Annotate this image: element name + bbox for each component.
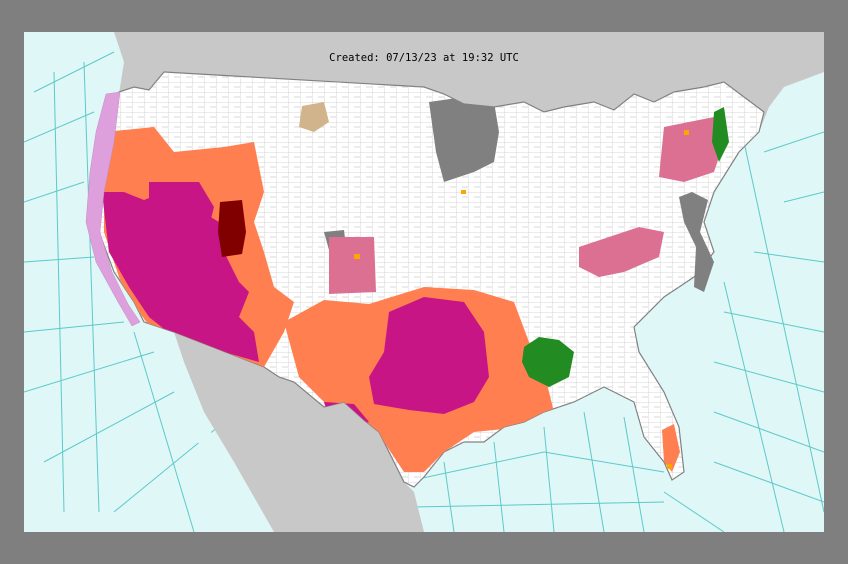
coastal-marine-strip [85, 91, 141, 327]
special-marine-dot-3 [667, 464, 672, 469]
special-marine-dot-1 [354, 254, 360, 259]
excessive-heat-watch-utah [218, 200, 246, 257]
map-canvas [24, 32, 824, 532]
flood-watch-ohio-valley [579, 227, 664, 277]
hazard-map: Created: 07/13/23 at 19:32 UTC [24, 32, 824, 532]
excessive-heat-warning-nevada [149, 182, 214, 272]
outside-land [114, 32, 824, 532]
excessive-heat-warning-texas [369, 297, 489, 414]
flood-watch-colorado [329, 237, 376, 294]
atlantic-coast-strip [679, 192, 714, 292]
created-timestamp: Created: 07/13/23 at 19:32 UTC [329, 52, 519, 64]
flood-warning-vermont [712, 107, 729, 162]
flood-warning-mississippi [522, 337, 574, 387]
hazard-areas [102, 97, 729, 472]
heat-advisory-florida [662, 424, 680, 472]
air-quality-montana [299, 102, 329, 132]
flood-watch-northeast [659, 117, 724, 182]
special-marine-dot-4 [684, 130, 689, 135]
special-marine-dot-2 [461, 190, 466, 194]
marine-zone-lines [24, 51, 824, 532]
air-quality-minnesota [429, 97, 499, 182]
